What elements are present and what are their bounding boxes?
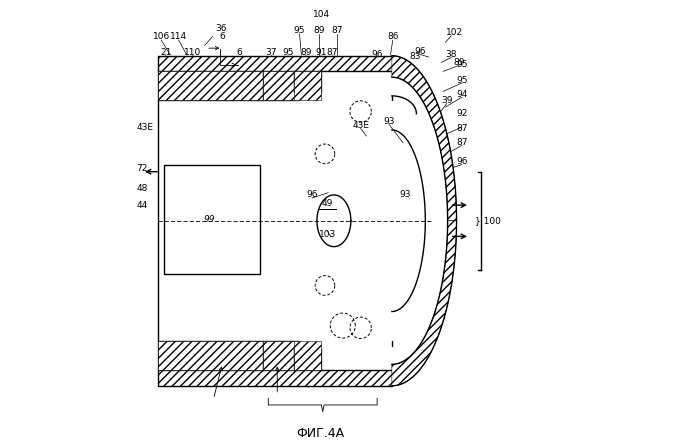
Text: 43E: 43E (352, 121, 369, 130)
Text: 114: 114 (170, 32, 187, 41)
Text: 89: 89 (300, 48, 312, 57)
Text: 95: 95 (456, 76, 468, 85)
Text: 37: 37 (266, 48, 278, 57)
Text: 104: 104 (313, 10, 331, 19)
Bar (158, 56, 392, 71)
Text: 49: 49 (322, 199, 333, 208)
Text: 89: 89 (313, 26, 325, 35)
Text: 6: 6 (236, 48, 243, 57)
Text: 95: 95 (294, 26, 305, 35)
Bar (158, 71, 263, 100)
Text: 99: 99 (203, 215, 215, 224)
Text: 83: 83 (410, 52, 421, 61)
Bar (263, 71, 298, 100)
Text: 95: 95 (282, 48, 294, 57)
Bar (164, 165, 260, 274)
Text: 93: 93 (400, 190, 411, 198)
Bar (158, 370, 392, 386)
Text: 72: 72 (136, 164, 147, 173)
Text: 103: 103 (319, 230, 336, 239)
Text: 87: 87 (327, 48, 338, 57)
Text: 110: 110 (184, 48, 201, 57)
Text: 48: 48 (136, 184, 147, 193)
Text: 102: 102 (446, 28, 463, 37)
Text: 106: 106 (152, 32, 170, 41)
Text: 96: 96 (415, 47, 426, 56)
Text: 6: 6 (219, 32, 225, 41)
Text: 86: 86 (387, 32, 398, 41)
Bar (263, 341, 298, 370)
Text: 91: 91 (315, 48, 326, 57)
Text: 89: 89 (453, 58, 465, 67)
Text: 93: 93 (383, 117, 394, 126)
Text: 87: 87 (456, 138, 468, 147)
Text: 39: 39 (441, 96, 452, 105)
Text: 43E: 43E (136, 123, 153, 132)
Text: } 100: } 100 (475, 216, 500, 225)
Bar (294, 71, 321, 100)
Text: 87: 87 (456, 124, 468, 133)
Text: 96: 96 (371, 50, 383, 59)
Text: 44: 44 (136, 201, 147, 210)
Bar (158, 341, 263, 370)
Text: 96: 96 (456, 157, 468, 166)
Polygon shape (392, 56, 456, 221)
Text: 21: 21 (160, 48, 171, 57)
Text: 36: 36 (215, 25, 226, 33)
Text: ФИГ.4А: ФИГ.4А (296, 427, 345, 440)
Text: 96: 96 (306, 190, 318, 199)
Text: 95: 95 (456, 60, 468, 69)
Bar (294, 341, 321, 370)
Polygon shape (392, 221, 456, 386)
Text: 38: 38 (445, 50, 457, 59)
Text: 87: 87 (331, 26, 343, 35)
Text: 92: 92 (456, 109, 468, 118)
Text: 94: 94 (456, 90, 468, 99)
